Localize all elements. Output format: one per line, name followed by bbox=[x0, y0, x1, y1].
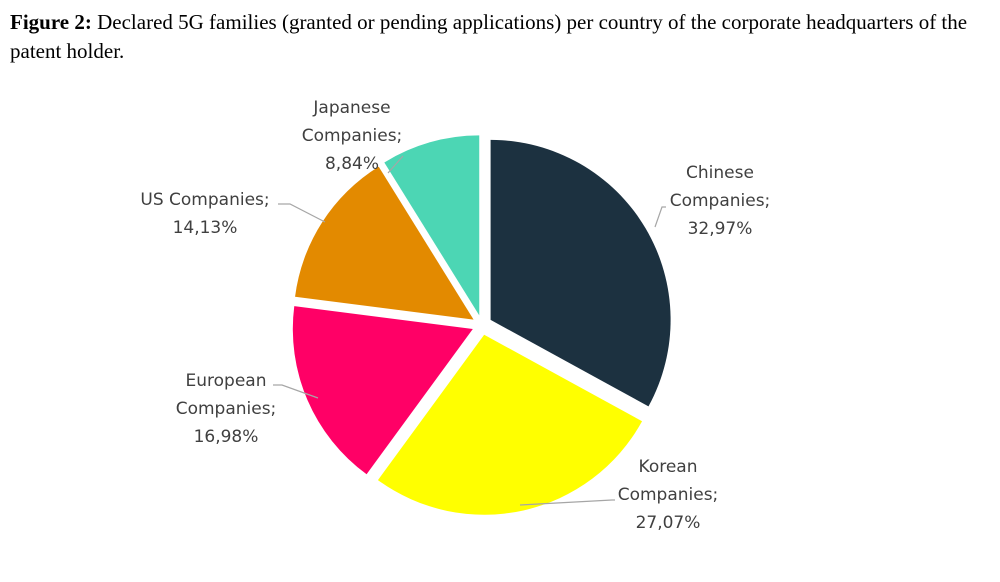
leader-line-japanese-companies bbox=[387, 155, 404, 174]
pie-slice-us-companies bbox=[295, 166, 474, 320]
pie-slice-korean-companies bbox=[377, 334, 643, 515]
leader-line-chinese-companies bbox=[654, 206, 666, 228]
data-label-chinese-companies: Chinese Companies; 32,97% bbox=[670, 163, 771, 239]
data-label-european-companies: European Companies; 16,98% bbox=[176, 371, 277, 447]
data-label-japanese-companies: Japanese Companies; 8,84% bbox=[302, 98, 403, 174]
data-label-korean-companies: Korean Companies; 27,07% bbox=[618, 457, 719, 533]
pie-slice-chinese-companies bbox=[490, 139, 671, 407]
data-label-us-companies: US Companies; 14,13% bbox=[140, 190, 269, 238]
pie-slice-european-companies bbox=[292, 306, 473, 475]
pie-slice-japanese-companies bbox=[384, 135, 480, 316]
figure-caption-text: Declared 5G families (granted or pending… bbox=[10, 10, 968, 63]
leader-line-korean-companies bbox=[519, 499, 615, 506]
leader-line-european-companies bbox=[273, 384, 319, 399]
figure-label: Figure 2: bbox=[10, 10, 92, 34]
leader-line-us-companies bbox=[278, 203, 326, 223]
figure-caption: Figure 2: Declared 5G families (granted … bbox=[10, 8, 980, 66]
